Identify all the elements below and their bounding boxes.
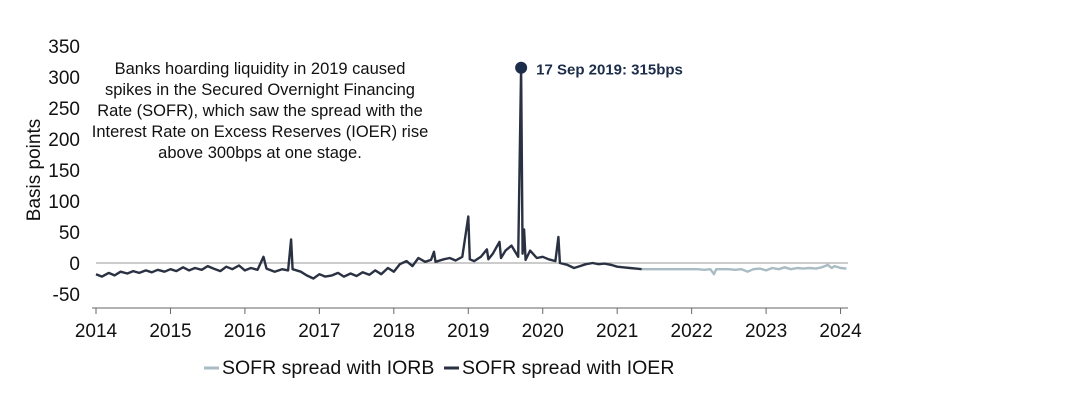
series-line-iorb bbox=[641, 263, 847, 276]
y-tick-label: -50 bbox=[53, 285, 80, 306]
x-tick-label: 2016 bbox=[224, 321, 266, 342]
y-tick-label: 250 bbox=[48, 99, 80, 120]
legend-label: SOFR spread with IOER bbox=[462, 357, 674, 379]
annotation-line: Interest Rate on Excess Reserves (IOER) … bbox=[92, 123, 429, 141]
x-tick-label: 2018 bbox=[373, 321, 415, 342]
series-line-ioer bbox=[95, 66, 642, 280]
legend-label: SOFR spread with IORB bbox=[222, 357, 434, 379]
x-tick-label: 2021 bbox=[596, 321, 638, 342]
y-tick-label: 300 bbox=[48, 68, 80, 89]
peak-marker bbox=[515, 61, 528, 74]
x-tick-label: 2023 bbox=[745, 321, 787, 342]
annotation-line: above 300bps at one stage. bbox=[158, 144, 362, 162]
legend-item: SOFR spread with IOER bbox=[444, 357, 674, 379]
x-tick-label: 2019 bbox=[447, 321, 489, 342]
y-tick-label: 0 bbox=[69, 254, 80, 275]
x-tick-label: 2020 bbox=[522, 321, 564, 342]
x-tick-label: 2022 bbox=[671, 321, 713, 342]
legend: SOFR spread with IORB SOFR spread with IO… bbox=[204, 357, 674, 379]
annotation-line: Rate (SOFR), which saw the spread with t… bbox=[97, 102, 423, 120]
y-tick-label: 350 bbox=[48, 37, 80, 58]
annotation-layer: 17 Sep 2019: 315bps Banks hoarding liquid… bbox=[92, 60, 683, 162]
annotation-line: Banks hoarding liquidity in 2019 caused bbox=[115, 60, 406, 78]
series-layer bbox=[95, 66, 847, 280]
y-tick-label: 150 bbox=[48, 161, 80, 182]
y-tick-label: 100 bbox=[48, 192, 80, 213]
legend-item: SOFR spread with IORB bbox=[204, 357, 434, 379]
x-tick-label: 2017 bbox=[298, 321, 340, 342]
annotation-line: spikes in the Secured Overnight Financin… bbox=[105, 81, 415, 99]
x-tick-label: 2024 bbox=[819, 321, 862, 342]
y-tick-label: 200 bbox=[48, 130, 80, 151]
y-tick-label: 50 bbox=[59, 223, 80, 244]
peak-label: 17 Sep 2019: 315bps bbox=[536, 62, 683, 79]
x-tick-label: 2015 bbox=[149, 321, 191, 342]
x-tick-label: 2014 bbox=[75, 321, 118, 342]
y-axis-label: Basis points bbox=[24, 119, 45, 221]
axes: 350 300 250 200 150 100 50 0 -50 Basis points 2014… bbox=[24, 37, 862, 342]
